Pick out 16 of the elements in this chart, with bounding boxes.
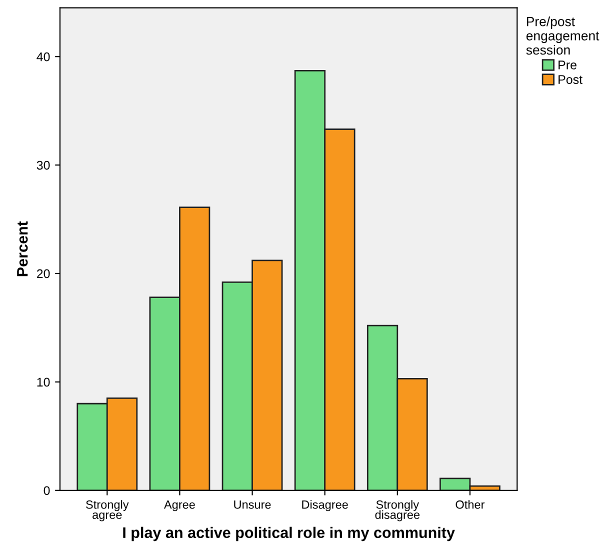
x-tick-label: Other (456, 500, 485, 509)
legend-label: Post (558, 75, 582, 84)
legend-title: Pre/post engagement session (526, 16, 600, 55)
y-tick-label: 40 (36, 52, 50, 62)
legend-label: Pre (558, 60, 576, 70)
x-tick-label: Agree (164, 500, 195, 512)
y-tick-label: 10 (37, 378, 50, 387)
x-tick-label: Unsure (234, 500, 271, 509)
y-tick-label: 0 (44, 486, 50, 496)
y-tick-label: 20 (36, 269, 50, 278)
x-tick-label: Strongly disagree (375, 500, 420, 522)
x-tick-label: Strongly agree (86, 500, 129, 522)
y-tick-label: 30 (36, 160, 50, 170)
y-axis-title: Percent (17, 221, 28, 276)
x-tick-label: Disagree (302, 500, 348, 512)
x-axis-title: I play an active political role in my community (123, 526, 455, 542)
